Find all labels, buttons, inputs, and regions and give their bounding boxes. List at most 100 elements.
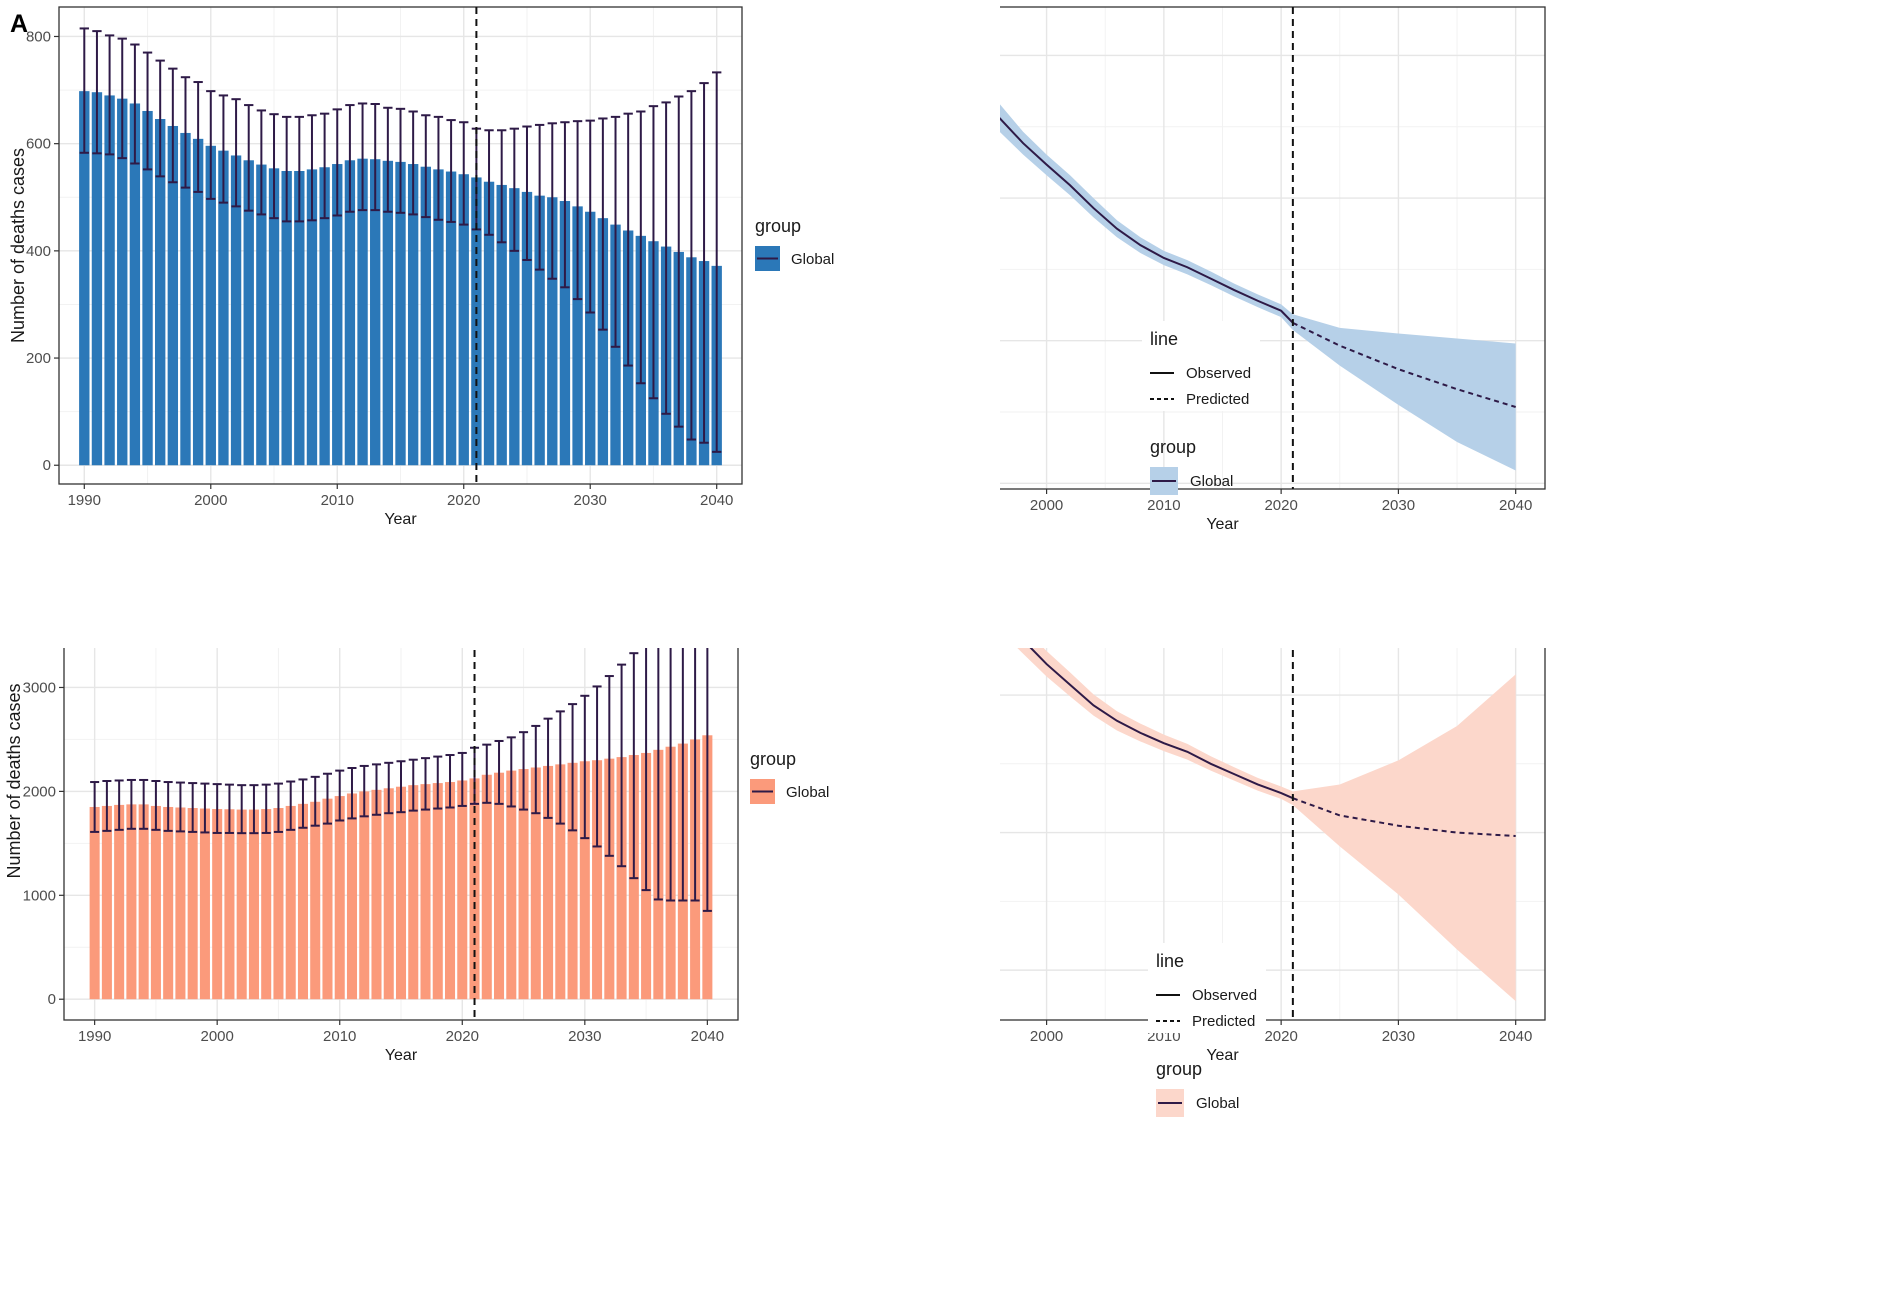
chart-b-svg: 1990200020102020203020400.000.020.040.06… <box>837 6 1546 533</box>
x-tick-label: 1990 <box>68 492 101 509</box>
x-tick-label: 2040 <box>700 492 733 509</box>
bar-1995 <box>150 805 161 1000</box>
bar-1999 <box>199 808 210 1000</box>
bar-2013 <box>371 789 382 1000</box>
ribbon-predicted <box>1292 314 1516 471</box>
legend-predicted-label: Predicted <box>1192 1013 1255 1030</box>
x-axis-label: Year <box>1206 1047 1239 1064</box>
bar-2008 <box>310 801 321 1000</box>
legend-line-title: line <box>1150 329 1178 349</box>
bar-1999 <box>192 138 204 466</box>
bar-2016 <box>408 785 419 1000</box>
bar-2026 <box>530 767 541 1000</box>
legend-line-background <box>1148 943 1266 1033</box>
bar-2029 <box>572 206 583 466</box>
x-axis-label: Year <box>385 1047 418 1064</box>
bar-2010 <box>332 164 343 466</box>
bar-1992 <box>114 804 125 1000</box>
bar-2008 <box>306 169 318 466</box>
bar-2012 <box>359 791 370 1000</box>
bar-2025 <box>521 191 533 466</box>
bar-2005 <box>273 808 284 1000</box>
bar-1990 <box>89 806 100 1000</box>
bar-2023 <box>496 184 507 466</box>
bar-2017 <box>420 166 431 466</box>
bar-2023 <box>494 772 505 1000</box>
x-tick-label: 2020 <box>447 492 480 509</box>
bar-2029 <box>567 762 578 1000</box>
bar-2019 <box>445 171 457 466</box>
bar-2009 <box>319 167 330 466</box>
x-tick-label: 2040 <box>1499 1028 1532 1045</box>
x-tick-label: 2010 <box>323 1028 356 1045</box>
bar-2024 <box>509 188 520 466</box>
legend-observed-label: Observed <box>1192 987 1257 1004</box>
x-tick-label: 2030 <box>574 492 607 509</box>
x-tick-label: 2020 <box>1264 1028 1297 1045</box>
bar-1991 <box>91 92 103 466</box>
bar-2015 <box>395 161 406 466</box>
bar-2004 <box>261 809 272 1000</box>
bar-2003 <box>243 160 254 466</box>
panel-d: 1990200020102020203020400.040.080.120.16… <box>844 535 1902 1293</box>
legend-predicted-label: Predicted <box>1186 391 1249 408</box>
x-tick-label: 2010 <box>1147 497 1180 514</box>
bar-2020 <box>457 780 468 1000</box>
bar-2027 <box>547 197 558 466</box>
bar-2030 <box>585 211 596 466</box>
bar-2004 <box>256 164 267 466</box>
bar-2022 <box>481 774 492 1000</box>
legend-line-title: line <box>1156 951 1184 971</box>
chart-a-svg: 1990 2000 2010 2020 2030 2040 0 200 400 600 800 Yea… <box>8 6 834 528</box>
bar-2024 <box>506 770 517 1000</box>
bar-2002 <box>230 155 242 466</box>
y-tick-label: 400 <box>26 243 51 260</box>
legend-observed-label: Observed <box>1186 365 1251 382</box>
bar-1998 <box>187 808 198 1000</box>
legend-entry-global: Global <box>791 251 834 268</box>
y-tick-label: 0 <box>48 991 56 1008</box>
bar-2000 <box>212 809 223 1000</box>
bar-2028 <box>559 201 571 466</box>
bar-2026 <box>534 195 545 466</box>
bar-1994 <box>138 804 149 1000</box>
bar-2025 <box>518 769 529 1000</box>
x-tick-label: 2020 <box>1264 497 1297 514</box>
bar-2018 <box>432 783 443 1000</box>
x-tick-label: 2040 <box>691 1028 724 1045</box>
chart-c-svg: 1990200020102020203020400100020003000400… <box>4 535 829 1064</box>
x-tick-label: 2010 <box>321 492 354 509</box>
bar-2007 <box>294 171 305 466</box>
bar-1992 <box>104 95 115 466</box>
y-tick-label: 3000 <box>23 679 56 696</box>
panel-label: A <box>10 10 28 38</box>
bar-2033 <box>616 757 627 1000</box>
y-tick-label: 600 <box>26 136 51 153</box>
x-tick-label: 2000 <box>1030 1028 1063 1045</box>
bar-2016 <box>407 164 419 466</box>
bar-2000 <box>205 145 216 466</box>
bar-2012 <box>357 158 368 466</box>
panel-a: 1990 2000 2010 2020 2030 2040 0 200 400 600 800 Yea… <box>0 0 1000 653</box>
bar-2030 <box>579 761 590 1000</box>
bar-1993 <box>126 804 137 1000</box>
bar-2011 <box>344 160 356 466</box>
bar-2028 <box>555 764 566 1000</box>
bar-2011 <box>346 793 358 1000</box>
x-tick-label: 2030 <box>1382 497 1415 514</box>
y-axis-label: Number of deaths cases <box>8 148 28 343</box>
bar-2005 <box>268 168 280 466</box>
legend-group-title: group <box>1150 437 1196 457</box>
bar-1990 <box>79 91 90 466</box>
legend-entry-global: Global <box>786 784 829 801</box>
plot-frame <box>58 6 743 485</box>
bar-2010 <box>334 796 345 1000</box>
x-tick-label: 2020 <box>446 1028 479 1045</box>
legend-group-title: group <box>1156 1059 1202 1079</box>
bar-1996 <box>154 119 166 466</box>
bar-2006 <box>285 805 296 1000</box>
bar-2032 <box>604 758 615 1000</box>
bar-2031 <box>597 218 609 466</box>
legend-group-label: Global <box>1196 1095 1239 1112</box>
x-axis-label: Year <box>1206 516 1239 533</box>
